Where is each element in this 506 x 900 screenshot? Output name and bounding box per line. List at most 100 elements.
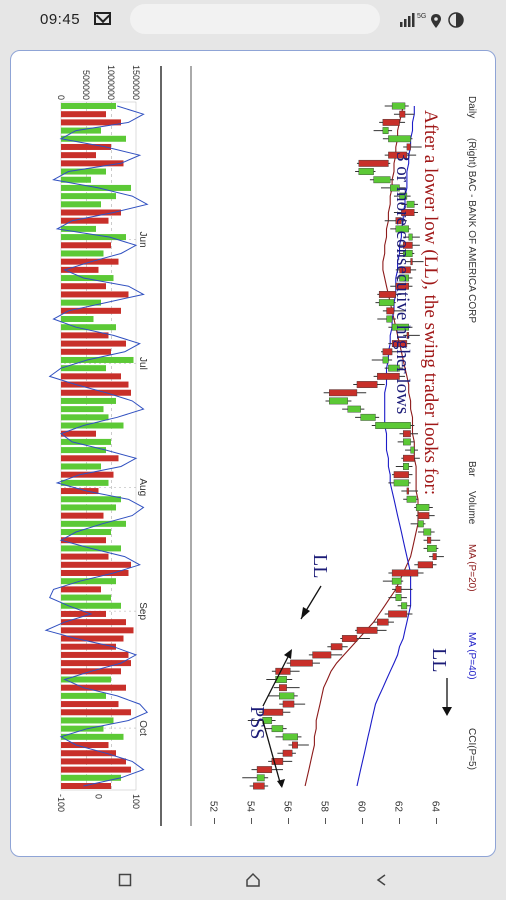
candle-body (275, 676, 287, 683)
volume-bar (61, 127, 101, 134)
volume-bar (61, 479, 109, 486)
signal-icon (400, 13, 415, 27)
volume-bar (61, 651, 129, 658)
volume-bar (61, 619, 126, 626)
chart-header: Daily (Right) BAC - BANK OF AMERICA CORP… (466, 96, 477, 770)
status-icons: 5G (400, 10, 470, 30)
candle-body (403, 463, 409, 470)
volume-gridlines (61, 102, 136, 790)
volume-bar (61, 701, 119, 708)
volume-tick-label: 1000000 (106, 65, 116, 100)
candle-body (360, 413, 376, 421)
volume-bar (61, 414, 109, 421)
candle-body (395, 225, 409, 233)
volume-bar (61, 176, 91, 183)
volume-bar (61, 774, 121, 781)
volume-tick-label: 0 (56, 95, 66, 100)
home-icon (246, 872, 260, 887)
pss-label: PSS (246, 706, 268, 739)
volume-bar (61, 422, 124, 429)
legend-ma40: MA (P=40) (466, 632, 477, 680)
candle-body (356, 381, 378, 388)
candle-body (330, 643, 343, 651)
volume-bar (61, 103, 116, 109)
candle-body (386, 315, 393, 323)
candle-body (402, 430, 411, 438)
volume-bar (61, 471, 114, 478)
volume-bar (61, 348, 111, 355)
candle-body (410, 446, 415, 454)
ll-arrowhead-1 (301, 607, 310, 619)
volume-bar (61, 275, 114, 282)
volume-bar (61, 635, 124, 642)
candle-body (402, 250, 413, 257)
volume-bar (61, 520, 126, 527)
month-label: Jun (137, 232, 148, 248)
candle-body (271, 725, 284, 733)
candle-body (408, 233, 413, 241)
candle-body (279, 692, 295, 700)
ma20-line (304, 105, 419, 787)
annotations: After a lower low (LL), the swing trader… (246, 110, 452, 788)
candle-body (395, 585, 402, 593)
candle-body (347, 405, 361, 413)
volume-bar (61, 643, 116, 650)
candle-body (399, 266, 411, 274)
volume-bar (61, 627, 134, 634)
candle-body (417, 520, 424, 528)
candle-body (399, 110, 406, 118)
volume-bar (61, 291, 129, 298)
battery-icon (448, 12, 464, 28)
volume-bar (61, 332, 109, 339)
candle-body (417, 512, 430, 520)
candle-body (282, 749, 293, 757)
ma40-line (356, 106, 415, 787)
volume-bar (61, 324, 116, 331)
cci-axis-ticks: -100 0 100 (56, 794, 141, 812)
candle-body (417, 561, 433, 569)
candle-body (401, 602, 408, 610)
candle-body (395, 217, 402, 225)
cci-tick-label: 0 (94, 794, 104, 799)
cci-line (44, 105, 149, 787)
candle-body (393, 479, 409, 487)
volume-bar (61, 193, 116, 200)
volume-bar (61, 340, 126, 347)
volume-bar (61, 381, 129, 388)
volume-bar (61, 234, 126, 241)
volume-bar (61, 111, 106, 118)
volume-frame (60, 101, 137, 791)
candle-body (275, 667, 291, 675)
volume-axis-ticks: 0 500000 1000000 1500000 (56, 65, 141, 100)
navigation-bar (0, 860, 506, 900)
volume-bar (61, 553, 109, 560)
candle-body (395, 282, 409, 290)
candle-body (378, 299, 395, 307)
location-icon (431, 14, 441, 28)
volume-bar (61, 430, 96, 437)
price-tick-label: 62 (393, 801, 404, 813)
volume-bar (61, 463, 101, 470)
cci-tick-label: -100 (56, 794, 66, 812)
back-button[interactable] (371, 870, 391, 890)
volume-bar (61, 389, 131, 396)
candle-body (406, 143, 411, 151)
volume-bar (61, 783, 111, 789)
legend-cci: CCI(P=5) (466, 728, 477, 770)
month-label: Jul (137, 357, 148, 370)
volume-bar (61, 504, 116, 511)
candle-body (282, 700, 295, 708)
ll-label-2: LL (428, 648, 450, 672)
candle-body (406, 487, 409, 495)
candle-body (399, 274, 409, 282)
recent-apps-button[interactable] (115, 870, 135, 890)
candle-body (382, 348, 393, 356)
candle-body (253, 782, 265, 790)
legend-bar: Bar (466, 461, 477, 477)
candle-body (358, 159, 389, 167)
volume-bar (61, 373, 121, 380)
ll-label-1: LL (309, 554, 331, 578)
volume-bar (61, 168, 106, 175)
home-button[interactable] (243, 870, 263, 890)
month-label: Sep (137, 602, 148, 620)
